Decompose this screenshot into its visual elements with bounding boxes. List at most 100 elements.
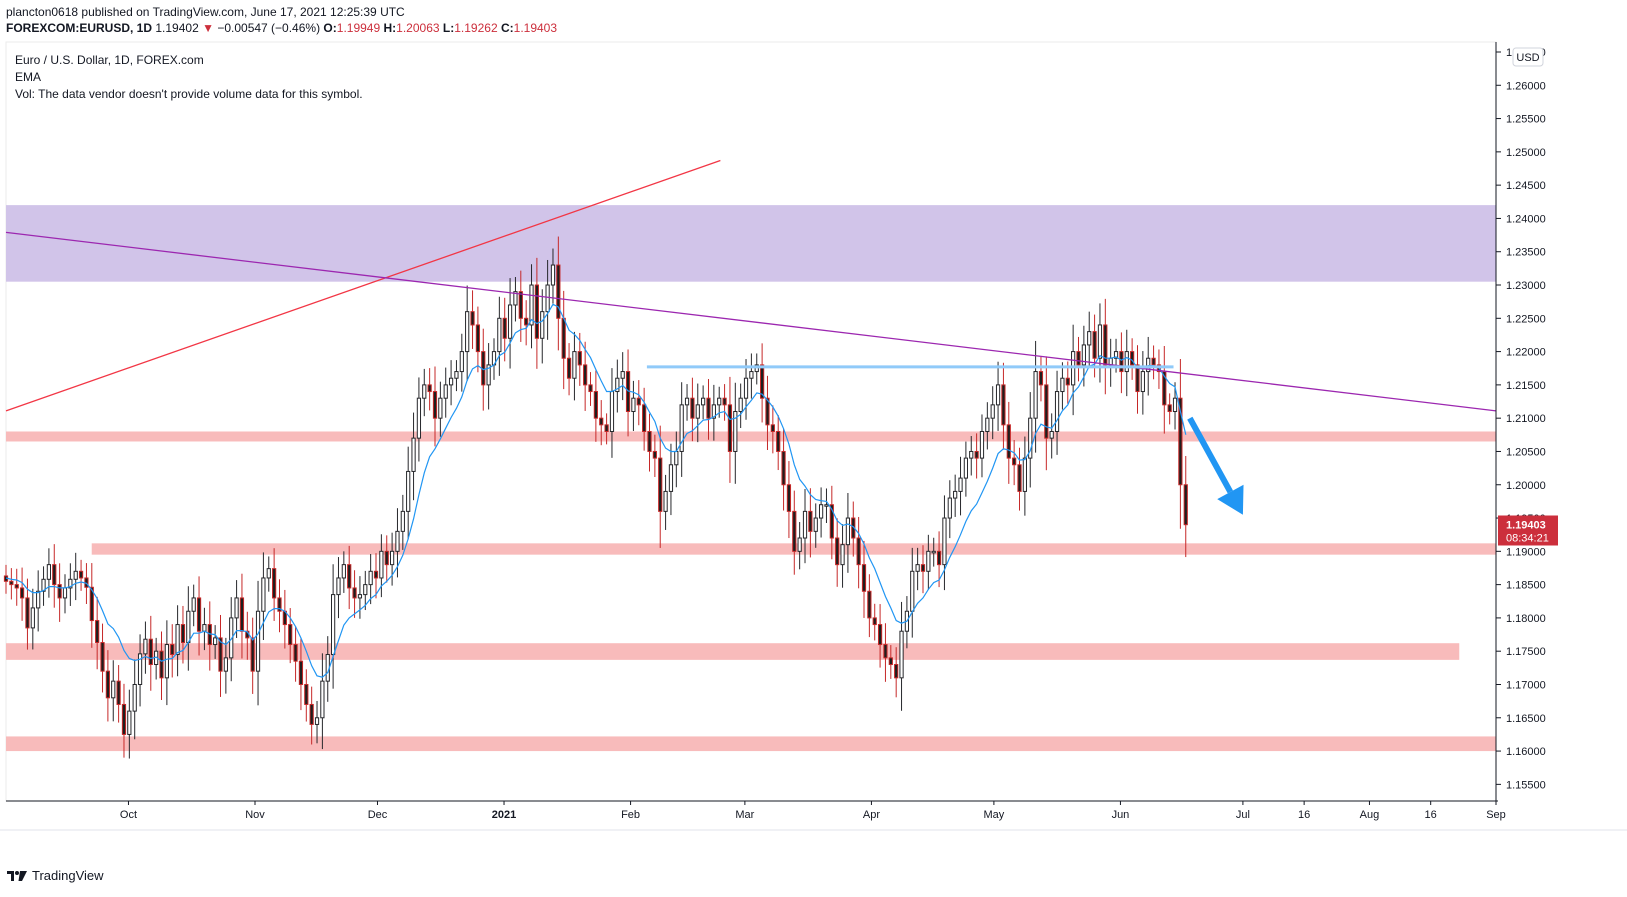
candle-body [1103, 324, 1108, 366]
candle-body [175, 624, 180, 656]
x-tick-label: May [983, 809, 1004, 821]
candle-body [1044, 384, 1049, 439]
legend-title[interactable]: Euro / U.S. Dollar, 1D, FOREX.com [15, 53, 204, 67]
candle-body [73, 570, 78, 580]
chart-header: plancton0618 published on TradingView.co… [6, 4, 557, 36]
ema-line [5, 303, 1187, 678]
candle-body [148, 638, 153, 666]
candle-body [1092, 331, 1097, 359]
candle-body [459, 351, 464, 373]
candle-body [717, 397, 722, 406]
y-tick-label: 1.18000 [1506, 613, 1546, 625]
close-value: 1.19403 [513, 21, 558, 35]
candle-body [545, 284, 550, 313]
candle-body [95, 620, 100, 644]
candle-body [272, 568, 277, 599]
open-label: O: [323, 21, 337, 35]
x-tick-label: 16 [1425, 809, 1437, 821]
candle-body [427, 384, 432, 393]
x-tick-label: Apr [863, 809, 880, 821]
candle-body [196, 597, 202, 632]
candle-body [867, 590, 872, 619]
candle-body [379, 550, 384, 579]
candle-body [9, 580, 14, 586]
y-tick-label: 1.24500 [1506, 180, 1546, 192]
candle-body [234, 597, 239, 619]
y-tick-label: 1.25000 [1506, 147, 1546, 159]
x-tick-label: Feb [621, 809, 640, 821]
x-tick-label: Oct [120, 809, 137, 821]
candles-layer [3, 236, 1188, 759]
candle-body [1076, 351, 1081, 366]
candle-body [872, 617, 877, 626]
lines-layer [5, 159, 1497, 515]
candle-body [1006, 424, 1011, 459]
candle-body [593, 391, 598, 419]
y-tick-label: 1.17000 [1506, 679, 1546, 691]
candle-body [223, 657, 228, 672]
candle-body [470, 311, 475, 326]
y-tick-label: 1.23000 [1506, 280, 1546, 292]
candle-body [293, 644, 298, 662]
candle-body [288, 624, 293, 646]
candle-body [770, 424, 775, 432]
candle-body [668, 464, 674, 492]
publish-info: plancton0618 published on TradingView.co… [6, 5, 405, 19]
x-tick-label: Jul [1236, 809, 1250, 821]
candle-body [620, 371, 625, 379]
y-tick-label: 1.24000 [1506, 213, 1546, 225]
y-tick-label: 1.15500 [1506, 779, 1546, 791]
candle-body [68, 578, 73, 589]
candle-body [588, 384, 593, 393]
candle-body [835, 537, 840, 566]
y-tick-label: 1.16500 [1506, 713, 1546, 725]
candle-body [1151, 357, 1156, 366]
currency-label: USD [1516, 52, 1539, 64]
zone-0 [6, 205, 1496, 282]
price-change: −0.00547 (−0.46%) [217, 21, 321, 35]
legend-volume[interactable]: Vol: The data vendor doesn't provide vol… [15, 87, 363, 101]
candle-body [19, 587, 25, 599]
candle-body [443, 384, 448, 399]
candle-body [818, 504, 824, 519]
candle-body [861, 564, 867, 592]
red-trendline [5, 159, 721, 412]
candle-body [877, 624, 883, 646]
candle-body [953, 490, 958, 499]
x-tick-label: Aug [1360, 809, 1380, 821]
legend-ema[interactable]: EMA [15, 70, 42, 84]
candle-body [829, 504, 834, 539]
candle-body [534, 284, 539, 339]
candle-body [808, 510, 813, 532]
candle-body [615, 377, 620, 393]
candle-body [127, 710, 132, 735]
countdown-label: 08:34:21 [1506, 532, 1549, 544]
candle-body [765, 397, 770, 426]
x-tick-label: Jun [1112, 809, 1130, 821]
candle-body [1167, 404, 1172, 413]
y-tick-label: 1.19000 [1506, 546, 1546, 558]
candle-body [711, 404, 716, 419]
candle-body [561, 317, 566, 359]
candle-body [1108, 357, 1113, 366]
candle-body [1140, 371, 1145, 393]
chart-legend: Euro / U.S. Dollar, 1D, FOREX.com EMA Vo… [15, 52, 363, 103]
candle-body [261, 577, 266, 612]
candle-body [513, 291, 518, 306]
candle-body [733, 411, 738, 452]
high-label: H: [383, 21, 397, 35]
footer-brand[interactable]: TradingView [6, 868, 104, 883]
candle-body [255, 610, 261, 672]
candle-body [25, 597, 30, 629]
candle-body [1017, 464, 1022, 492]
candle-body [743, 377, 749, 399]
y-tick-label: 1.20000 [1506, 480, 1546, 492]
last-price-label-bg [1498, 515, 1558, 546]
zones-layer [5, 41, 1497, 802]
x-tick-label: Sep [1486, 809, 1506, 821]
y-tick-label: 1.22000 [1506, 347, 1546, 359]
candle-body [14, 584, 19, 589]
candle-body [1038, 371, 1044, 386]
footer-brand-label: TradingView [32, 868, 104, 883]
